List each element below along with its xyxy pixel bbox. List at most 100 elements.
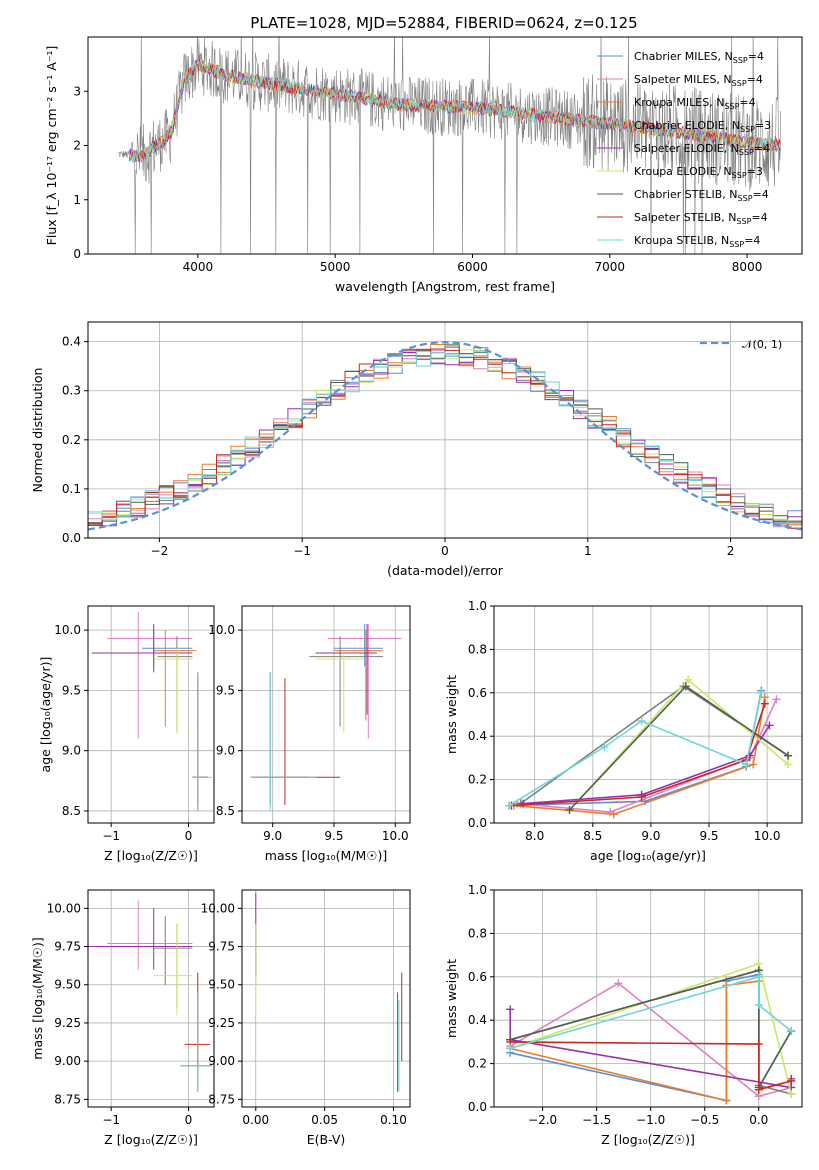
y-tick-label: 0.1 [62, 482, 81, 496]
y-tick-label: 8.75 [208, 1092, 235, 1106]
series-marker-salpeter_miles [614, 979, 623, 988]
x-tick-label: −1 [293, 544, 311, 558]
model-line-kroupa_stelib [128, 60, 781, 163]
series-marker-kroupa_elodie [684, 675, 693, 684]
y-tick-label: 9.25 [54, 1016, 81, 1030]
x-axis-label: Z [log₁₀(Z/Z☉)] [104, 848, 198, 863]
x-tick-label: 0.0 [749, 1113, 768, 1127]
y-axis-label: mass weight [444, 959, 459, 1038]
legend-entry-suffix: =4 [754, 142, 770, 155]
y-tick-label: 0.2 [468, 1057, 487, 1071]
x-tick-label: −2.0 [528, 1113, 557, 1127]
x-tick-label: 5000 [320, 260, 351, 274]
y-tick-label: 0.3 [62, 384, 81, 398]
legend-entry-sub: SSP [732, 171, 747, 180]
axes-frame [241, 605, 411, 824]
y-tick-label: 9.00 [54, 1054, 81, 1068]
x-axis-label: E(B-V) [307, 1132, 346, 1147]
series-marker-salpeter_miles [772, 695, 781, 704]
legend-entry: Salpeter MILES, NSSP=4 [634, 73, 763, 88]
legend-entry: Chabrier MILES, NSSP=4 [634, 50, 764, 65]
series-marker-chabrier_stelib [681, 682, 690, 691]
histogram-kroupa_stelib [88, 350, 802, 524]
series-marker-kroupa_stelib [757, 688, 766, 697]
series-marker-kroupa_elodie [787, 1089, 796, 1098]
x-tick-label: 10.0 [382, 829, 409, 843]
y-tick-label: 0 [73, 247, 81, 261]
legend-entry: Kroupa ELODIE, NSSP=3 [634, 165, 763, 180]
x-axis-label: age [log₁₀(age/yr)] [590, 848, 706, 863]
legend-entry-suffix: =4 [751, 211, 767, 224]
series-marker-kroupa_stelib [742, 760, 751, 769]
x-tick-label: 0.05 [311, 1113, 338, 1127]
y-tick-label: 3 [73, 84, 81, 98]
legend-entry: Chabrier STELIB, NSSP=4 [634, 188, 769, 203]
legend-entry-sub: SSP [724, 102, 739, 111]
y-tick-label: 0.4 [62, 335, 81, 349]
y-tick-label: 0.0 [468, 816, 487, 830]
x-tick-label: −1.0 [636, 1113, 665, 1127]
y-tick-label: 1.0 [468, 599, 487, 613]
legend-entry-sub: SSP [739, 148, 754, 157]
y-axis-label: age [log₁₀(age/yr)] [38, 657, 53, 773]
legend-entry-sub: SSP [740, 125, 755, 134]
series-marker-salpeter_stelib [754, 1085, 763, 1094]
plot-area-weight_vs_age [505, 675, 793, 819]
plot-area-spectrum [118, 37, 782, 254]
x-tick-label: 7000 [594, 260, 625, 274]
axes-weight_vs_age: 8.0 8.5 9.0 9.5 10.0 0.0 0.2 0.4 0.6 0.8 1.0 age [l… [444, 599, 803, 863]
series-marker-kroupa_stelib [787, 1027, 796, 1036]
x-tick-label: 0 [185, 829, 193, 843]
x-axis-label: (data-model)/error [387, 563, 504, 578]
legend-entry-label: Kroupa STELIB, N [634, 234, 729, 247]
x-tick-label: 4000 [183, 260, 214, 274]
y-tick-label: 8.75 [54, 1092, 81, 1106]
y-tick-label: 9.50 [54, 978, 81, 992]
y-tick-label: 9.00 [208, 1054, 235, 1068]
x-tick-label: 10.0 [754, 829, 781, 843]
x-tick-label: 9.5 [324, 829, 343, 843]
legend-entry-suffix: =3 [747, 165, 763, 178]
legend-entry: Chabrier ELODIE, NSSP=3 [634, 119, 771, 134]
x-tick-label: 8.0 [525, 829, 544, 843]
axes-spectrum: 4000 5000 6000 7000 8000 0 1 2 3 wavelength [Angs… [44, 36, 803, 294]
y-axis-label: Normed distribution [30, 368, 45, 493]
y-tick-label: 0.6 [468, 970, 487, 984]
legend-entry-sub: SSP [732, 79, 747, 88]
axes-frame [241, 889, 411, 1108]
series-line-kroupa_stelib [509, 975, 792, 1050]
legend: Chabrier MILES, NSSP=4 Salpeter MILES, NS… [597, 50, 771, 249]
x-axis-label: Z [log₁₀(Z/Z☉)] [104, 1132, 198, 1147]
x-axis-label: mass [log₁₀(M/M☉)] [265, 848, 387, 863]
series-marker-kroupa_stelib [637, 717, 646, 726]
x-tick-label: 0.00 [242, 1113, 269, 1127]
y-tick-label: 0.6 [468, 686, 487, 700]
series-marker-kroupa_stelib [754, 972, 763, 981]
series-marker-kroupa_stelib [754, 1001, 763, 1010]
x-tick-label: 9.0 [263, 829, 282, 843]
x-tick-label: 0 [185, 1113, 193, 1127]
legend-entry-label: Salpeter ELODIE, N [634, 142, 739, 155]
series-marker-kroupa_stelib [600, 743, 609, 752]
plot-area-age_vs_Z [91, 612, 212, 811]
series-marker-kroupa_stelib [505, 801, 514, 810]
x-tick-label: 2 [727, 544, 735, 558]
series-marker-chabrier_stelib [565, 805, 574, 814]
x-tick-label: −1 [102, 1113, 120, 1127]
legend-entry-sub: SSP [733, 56, 748, 65]
y-tick-label: 9.5 [62, 683, 81, 697]
axes-frame [493, 605, 803, 824]
y-tick-label: 9.50 [208, 978, 235, 992]
y-tick-label: 1 [73, 193, 81, 207]
plot-area-mass_vs_Z [88, 900, 212, 1092]
series-line-salpeter_stelib [510, 1041, 792, 1091]
series-line-chabrier_elodie [520, 685, 789, 805]
legend-entry: Salpeter STELIB, NSSP=4 [634, 211, 768, 226]
y-tick-label: 9.25 [208, 1016, 235, 1030]
series-marker-kroupa_elodie [784, 760, 793, 769]
legend-entry-label: Chabrier ELODIE, N [634, 119, 740, 132]
plot-area-weight_vs_Z [506, 959, 796, 1105]
series-marker-salpeter_stelib [637, 792, 646, 801]
y-tick-label: 10.00 [47, 901, 81, 915]
histogram-salpeter_stelib [88, 348, 802, 529]
